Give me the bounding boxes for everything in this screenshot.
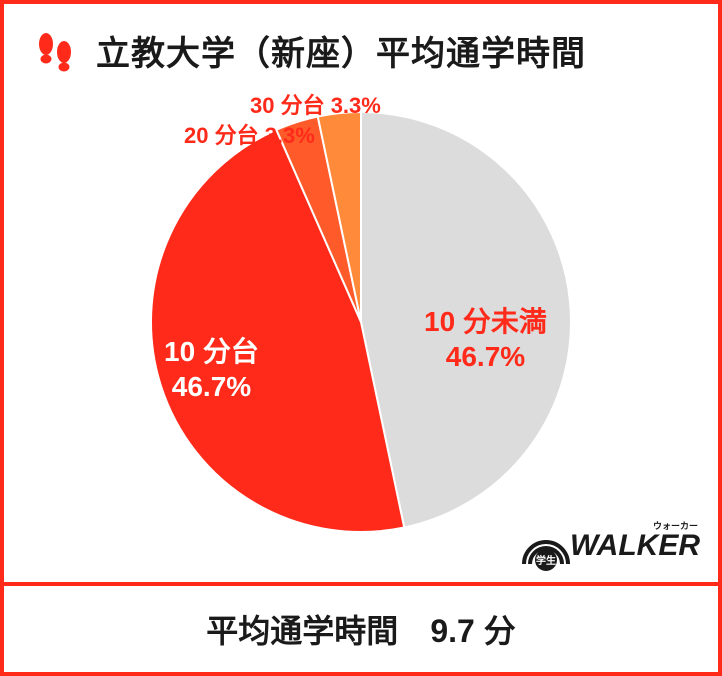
slice-label-10s: 10 分台 46.7%: [164, 334, 259, 404]
title-row: 立教大学（新座）平均通学時間: [4, 4, 718, 75]
logo-wordmark: ウォーカー WALKER: [570, 529, 700, 563]
slice-label-text: 30 分台 3.3%: [250, 93, 381, 118]
page-title: 立教大学（新座）平均通学時間: [96, 26, 586, 75]
logo-word: WALKER: [570, 529, 700, 562]
slice-label-pct: 46.7%: [446, 341, 525, 372]
logo-arc-icon: 学生: [520, 520, 572, 572]
footer-value: 9.7 分: [430, 606, 515, 652]
footer-row: 平均通学時間 9.7 分: [4, 586, 718, 672]
slice-label-under10: 10 分未満 46.7%: [424, 304, 547, 374]
slice-label-text: 10 分台: [164, 336, 259, 367]
footer-label: 平均通学時間: [206, 606, 398, 652]
logo-badge-text: 学生: [536, 554, 556, 567]
slice-label-text: 10 分未満: [424, 306, 547, 337]
card-frame: 立教大学（新座）平均通学時間 10 分未満 46.7% 10 分台 46.7% …: [0, 0, 722, 676]
brand-logo: 学生 ウォーカー WALKER: [520, 520, 700, 572]
slice-label-text: 20 分台 3.3%: [184, 123, 315, 148]
slice-label-20s: 20 分台 3.3%: [184, 122, 315, 150]
slice-label-pct: 46.7%: [172, 371, 251, 402]
footprints-icon: [32, 28, 78, 74]
chart-panel: 立教大学（新座）平均通学時間 10 分未満 46.7% 10 分台 46.7% …: [4, 4, 718, 586]
slice-label-30s: 30 分台 3.3%: [250, 92, 381, 120]
logo-ruby: ウォーカー: [653, 519, 698, 532]
